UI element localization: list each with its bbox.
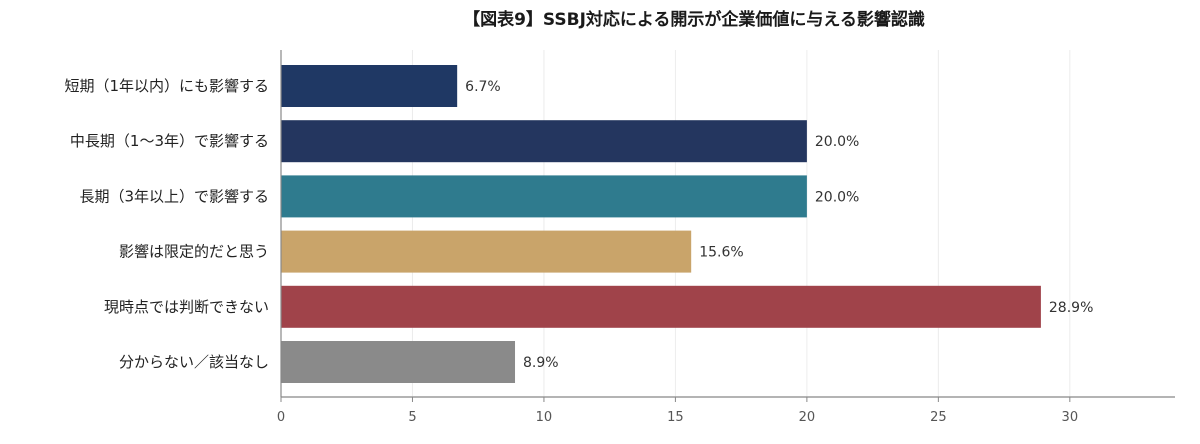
x-tick-label: 30 — [1062, 410, 1079, 425]
x-tick-label: 20 — [799, 410, 816, 425]
value-label: 20.0% — [815, 134, 859, 150]
value-label: 15.6% — [699, 245, 743, 261]
x-tick-label: 15 — [667, 410, 684, 425]
bar — [281, 65, 458, 107]
bar — [281, 120, 807, 163]
x-tick-label: 10 — [536, 410, 553, 425]
bar — [281, 175, 807, 218]
bars: 短期（1年以内）にも影響する 6.7% 中長期（1〜3年）で影響する 20.0% 長期（… — [64, 65, 1093, 383]
category-label: 短期（1年以内）にも影響する — [64, 77, 269, 95]
bar — [281, 285, 1041, 328]
bar — [281, 230, 692, 273]
value-label: 8.9% — [523, 355, 559, 371]
gridlines — [411, 50, 1071, 397]
value-label: 28.9% — [1049, 300, 1093, 316]
x-tick-label: 5 — [408, 410, 416, 425]
category-label: 現時点では判断できない — [104, 298, 269, 316]
chart-title: 【図表9】SSBJ対応による開示が企業価値に与える影響認識 — [463, 9, 925, 30]
value-label: 20.0% — [815, 189, 859, 205]
axes: 0 5 10 15 20 25 30 — [277, 50, 1175, 425]
category-label: 分からない／該当なし — [119, 353, 269, 371]
x-tick-label: 25 — [930, 410, 947, 425]
x-tick-label: 0 — [277, 410, 285, 425]
category-label: 中長期（1〜3年）で影響する — [70, 132, 269, 150]
category-label: 長期（3年以上）で影響する — [79, 187, 269, 205]
category-label: 影響は限定的だと思う — [119, 243, 269, 261]
value-label: 6.7% — [465, 79, 501, 95]
bar — [281, 341, 516, 383]
